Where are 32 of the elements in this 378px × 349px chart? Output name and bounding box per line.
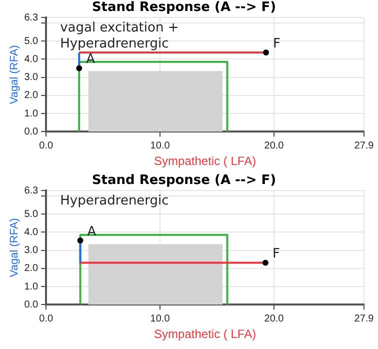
x-tick-label: 20.0 bbox=[264, 313, 284, 324]
annotation: F bbox=[272, 246, 280, 262]
x-tick-label: 27.9 bbox=[354, 140, 374, 152]
y-tick-label: 5.0 bbox=[24, 208, 39, 220]
y-tick-label: 1.0 bbox=[24, 281, 39, 292]
y-axis-title: Vagal (RFA) bbox=[8, 218, 21, 278]
y-tick-label: 4.0 bbox=[24, 54, 39, 65]
y-tick-label: 2.0 bbox=[24, 263, 39, 274]
x-tick-label: 10.0 bbox=[150, 140, 170, 152]
annotation: F bbox=[273, 36, 280, 52]
chart-title: Stand Response (A --> F) bbox=[92, 0, 276, 16]
y-tick-label: 6.3 bbox=[24, 12, 39, 24]
chart-title: Stand Response (A --> F) bbox=[92, 173, 276, 188]
y-axis-title: Vagal (RFA) bbox=[8, 45, 21, 104]
y-tick-label: 3.0 bbox=[24, 245, 39, 256]
x-axis-title: Sympathetic ( LFA) bbox=[154, 154, 256, 168]
annotation: vagal excitation + Hyperadrenergic bbox=[60, 20, 179, 52]
x-tick-label: 27.9 bbox=[354, 313, 374, 324]
y-tick-label: 0.0 bbox=[24, 126, 39, 138]
y-tick-label: 0.0 bbox=[24, 299, 39, 310]
x-tick-label: 20.0 bbox=[264, 140, 284, 152]
y-tick-label: 2.0 bbox=[24, 90, 39, 102]
x-tick-label: 10.0 bbox=[150, 313, 170, 324]
y-tick-label: 3.0 bbox=[24, 72, 39, 84]
annotation: Hyperadrenergic bbox=[60, 193, 169, 208]
x-axis-title: Sympathetic ( LFA) bbox=[154, 327, 256, 342]
y-tick-label: 4.0 bbox=[24, 226, 39, 238]
x-tick-label: 0.0 bbox=[39, 140, 54, 152]
y-tick-label: 1.0 bbox=[24, 108, 39, 120]
x-tick-label: 0.0 bbox=[39, 313, 54, 324]
y-tick-label: 5.0 bbox=[24, 36, 39, 47]
y-tick-label: 6.3 bbox=[24, 185, 39, 196]
